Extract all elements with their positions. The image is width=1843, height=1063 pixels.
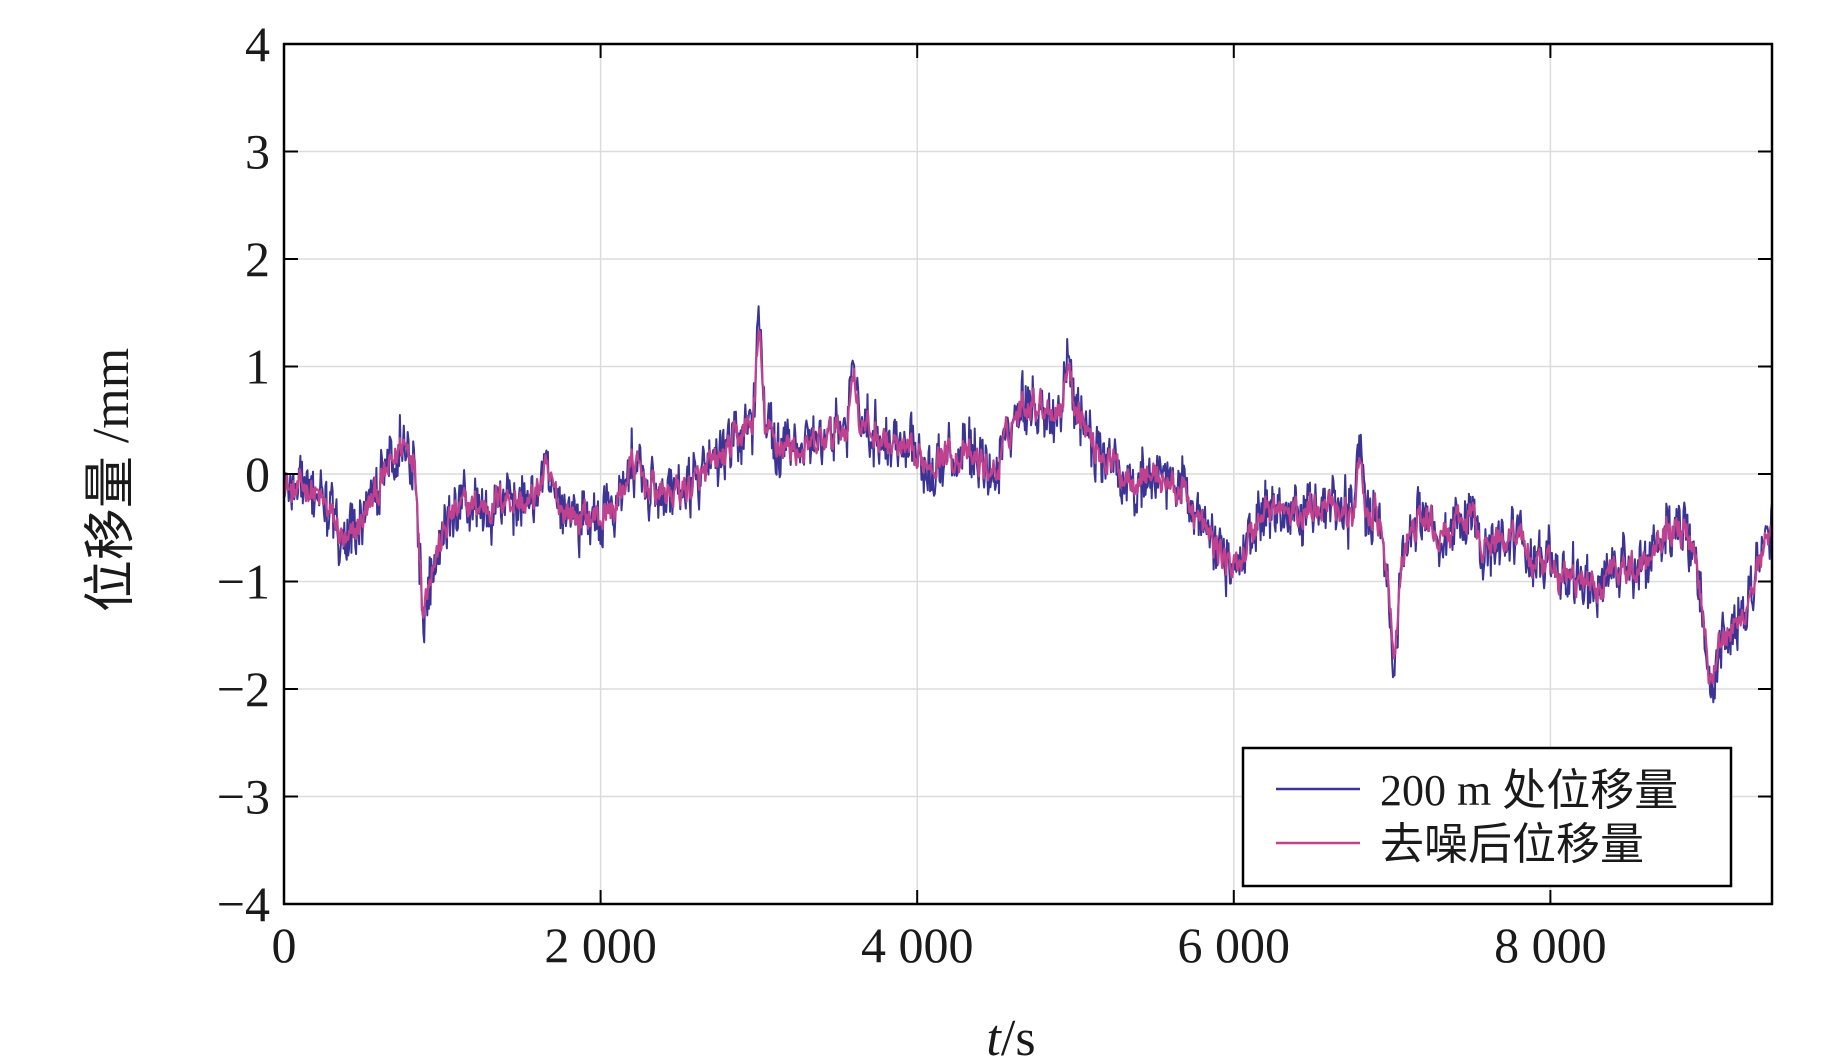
x-tick-label: 2 000 bbox=[544, 917, 657, 973]
y-tick-label: 4 bbox=[245, 16, 270, 72]
y-tick-label: −3 bbox=[217, 769, 270, 825]
series-line-denoised bbox=[282, 329, 1774, 686]
x-axis-title: t/s bbox=[986, 1010, 1035, 1063]
y-tick-label: 3 bbox=[245, 124, 270, 180]
legend-label-denoised: 去噪后位移量 bbox=[1380, 820, 1644, 869]
x-tick-label: 6 000 bbox=[1178, 917, 1291, 973]
x-tick-label: 4 000 bbox=[861, 917, 974, 973]
y-tick-label: 0 bbox=[245, 446, 270, 502]
x-tick-label: 8 000 bbox=[1494, 917, 1607, 973]
series-line-raw bbox=[283, 305, 1773, 704]
y-tick-label: −2 bbox=[217, 661, 270, 717]
legend-box bbox=[1241, 746, 1733, 888]
grid bbox=[284, 44, 1772, 904]
series-layer bbox=[282, 305, 1774, 704]
legend: 200 m 处位移量 去噪后位移量 bbox=[1241, 746, 1733, 888]
ticks bbox=[283, 43, 1772, 905]
y-tick-label: 1 bbox=[245, 339, 270, 395]
y-tick-label: −4 bbox=[217, 876, 270, 932]
tick-labels: 0 2 000 4 000 6 000 8 000 4 3 2 1 0 −1 −2 −3 −4 bbox=[217, 16, 1607, 973]
x-axis-title-italic: t bbox=[986, 1010, 1002, 1063]
x-axis-title-unit: /s bbox=[1001, 1010, 1036, 1063]
x-tick-label: 0 bbox=[272, 917, 297, 973]
y-tick-label: −1 bbox=[217, 554, 270, 610]
y-tick-label: 2 bbox=[245, 231, 270, 287]
legend-label-raw: 200 m 处位移量 bbox=[1380, 766, 1678, 815]
y-axis-title: 位移量 /mm bbox=[83, 348, 140, 612]
